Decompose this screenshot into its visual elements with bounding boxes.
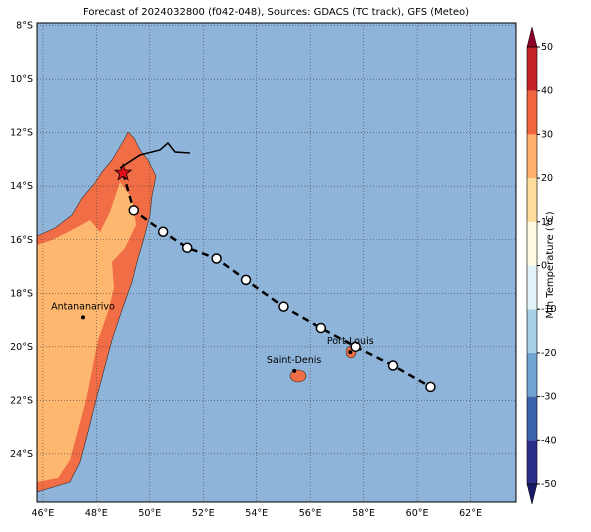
- track-point: [278, 301, 289, 312]
- track-history: [119, 141, 191, 169]
- colorbar-tick-label: -40: [541, 435, 557, 446]
- y-tick-label: 18°S: [10, 288, 33, 299]
- y-tick-label: 12°S: [10, 128, 33, 139]
- track-point: [425, 381, 436, 393]
- colorbar-segment: [527, 265, 537, 310]
- colorbar-extend-top: [526, 26, 538, 48]
- map-frame: [36, 22, 517, 503]
- storm-start: [113, 163, 133, 181]
- x-tick-label: 52°E: [192, 508, 215, 519]
- colorbar-tick-label: 20: [541, 173, 553, 184]
- map-title: Forecast of 2024032800 (f042-048), Sourc…: [83, 7, 469, 18]
- track-point: [240, 274, 252, 286]
- colorbar-segment: [527, 47, 537, 91]
- city-marker: [80, 315, 85, 320]
- colorbar-segment: [527, 178, 537, 222]
- y-tick-label: 16°S: [10, 235, 33, 246]
- city-label: Antananarivo: [51, 301, 115, 312]
- colorbar-segment: [527, 352, 537, 397]
- y-tick-label: 8°S: [16, 21, 33, 32]
- x-tick-label: 60°E: [406, 508, 429, 519]
- colorbar-segment: [527, 221, 537, 266]
- colorbar-tick-label: 50: [541, 42, 553, 53]
- y-tick-label: 22°S: [10, 395, 33, 406]
- city-label: Port-Louis: [327, 336, 374, 347]
- colorbar-segment: [527, 396, 537, 441]
- x-tick-label: 56°E: [299, 508, 322, 519]
- colorbar-segment: [527, 309, 537, 353]
- colorbar-segment: [527, 90, 537, 135]
- colorbar-segment: [527, 440, 537, 484]
- city-label: Saint-Denis: [267, 355, 321, 366]
- y-tick-label: 10°S: [10, 74, 33, 85]
- colorbar-tick-label: -50: [541, 479, 557, 490]
- colorbar-segment: [527, 134, 537, 179]
- city-marker: [292, 368, 297, 373]
- track-point: [211, 253, 222, 264]
- x-tick-label: 48°E: [85, 508, 108, 519]
- x-tick-label: 54°E: [245, 508, 268, 519]
- x-tick-label: 50°E: [138, 508, 161, 519]
- track-point: [157, 226, 169, 237]
- colorbar-tick-label: -10: [541, 304, 557, 315]
- colorbar-tick-label: 10: [541, 217, 553, 228]
- track-point: [315, 322, 327, 334]
- madagascar-interior: [37, 182, 136, 482]
- colorbar-tick-label: -20: [541, 348, 557, 359]
- colorbar-tick-label: 30: [541, 129, 553, 140]
- track-point: [387, 360, 399, 371]
- y-tick-label: 14°S: [10, 181, 33, 192]
- y-tick-label: 20°S: [10, 342, 33, 353]
- track-point: [128, 205, 140, 216]
- x-tick-label: 62°E: [459, 508, 482, 519]
- track-point: [181, 242, 193, 254]
- x-tick-label: 58°E: [352, 508, 375, 519]
- colorbar-tick-label: 0: [541, 261, 547, 272]
- y-tick-label: 24°S: [10, 449, 33, 460]
- colorbar-label: Min Temperature (°C): [545, 211, 556, 318]
- reunion: [289, 369, 307, 383]
- colorbar-extend-bottom: [526, 483, 538, 505]
- track-point: [350, 341, 361, 353]
- colorbar-tick-label: -30: [541, 392, 557, 403]
- city-marker: [348, 350, 353, 355]
- x-tick-label: 46°E: [31, 508, 54, 519]
- colorbar-tick-label: 40: [541, 86, 553, 97]
